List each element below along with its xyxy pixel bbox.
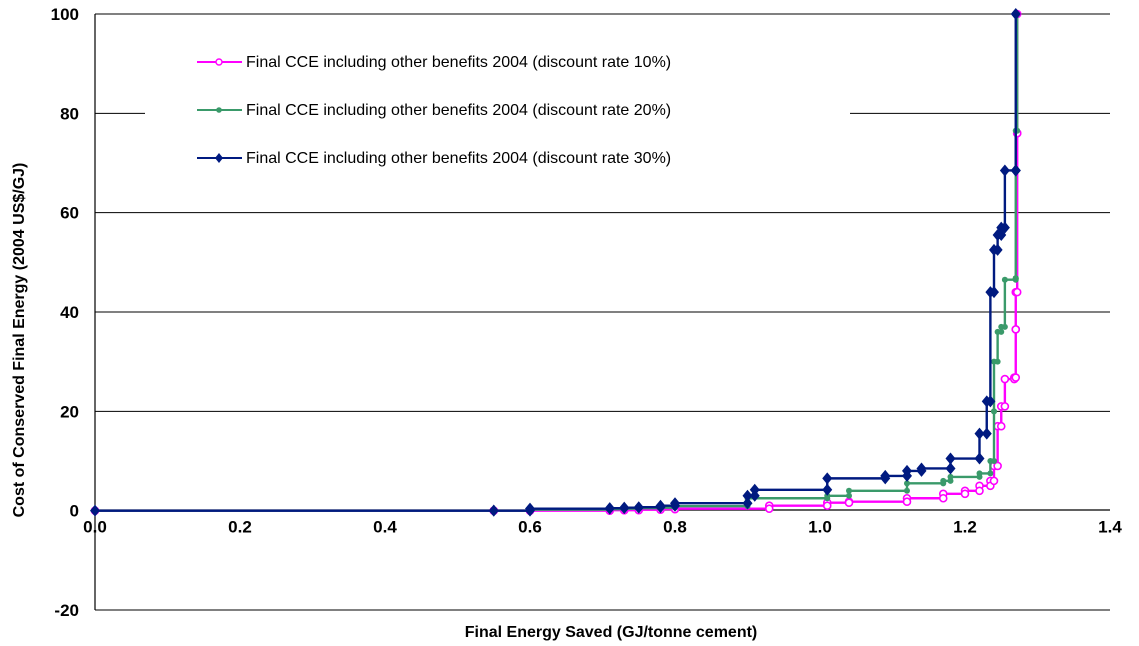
y-tick-label: -20 [54, 601, 79, 620]
data-point [822, 483, 833, 496]
data-point [1000, 374, 1010, 384]
data-point [1000, 402, 1010, 411]
data-point [976, 473, 983, 480]
data-point [604, 502, 615, 515]
data-point [749, 489, 760, 502]
y-tick-label: 60 [60, 204, 79, 223]
data-point [1010, 164, 1021, 177]
data-point [846, 487, 852, 494]
x-tick-label: 0.8 [663, 518, 687, 537]
y-tick-label: 0 [70, 502, 79, 521]
data-point [902, 497, 912, 507]
x-tick-label: 0.0 [83, 518, 107, 537]
legend-marker [215, 153, 223, 163]
data-point [1010, 8, 1021, 20]
legend-item: Final CCE including other benefits 2004 … [197, 150, 671, 167]
data-point [999, 164, 1010, 177]
data-point [996, 421, 1006, 431]
legend-marker [216, 107, 222, 113]
data-point [633, 501, 644, 514]
y-tick-label: 20 [60, 402, 79, 421]
x-tick-label: 0.2 [228, 518, 252, 537]
data-point [940, 480, 947, 487]
data-point [488, 504, 499, 517]
x-axis-title: Final Energy Saved (GJ/tonne cement) [465, 624, 758, 641]
data-point [1001, 323, 1008, 330]
data-point [947, 477, 954, 484]
tick-labels: -20 0 20 40 60 80 100 0.0 0.2 0.4 0.6 0.8 1.0 1.2 1.4 [51, 5, 1123, 620]
data-point [880, 472, 891, 485]
data-point [974, 452, 985, 465]
data-point [846, 492, 852, 499]
data-point [742, 489, 753, 502]
data-point [902, 469, 912, 482]
y-tick-label: 40 [60, 303, 79, 322]
data-point [742, 497, 753, 510]
x-tick-label: 0.4 [373, 518, 397, 537]
legend-item: Final CCE including other benefits 2004 … [197, 54, 671, 71]
data-point [1011, 373, 1021, 382]
data-point [993, 461, 1002, 471]
data-point [981, 427, 992, 440]
data-point [1012, 275, 1019, 282]
data-point [619, 502, 630, 515]
data-point [989, 476, 999, 486]
data-point [975, 486, 984, 496]
data-point [945, 462, 956, 475]
y-tick-label: 100 [51, 5, 79, 24]
data-point [822, 501, 832, 511]
data-point [991, 458, 997, 464]
data-point [525, 504, 535, 517]
legend-label: Final CCE including other benefits 2004 … [246, 54, 671, 71]
series-group [90, 8, 1022, 517]
data-point [998, 328, 1005, 335]
data-point [985, 395, 996, 408]
data-point [670, 499, 680, 512]
data-point [938, 493, 948, 503]
x-tick-label: 0.6 [518, 518, 542, 537]
data-point [844, 498, 854, 508]
data-point [904, 487, 910, 494]
legend-marker [215, 58, 223, 66]
data-point [991, 408, 997, 415]
data-point [904, 480, 910, 487]
data-point [916, 464, 927, 477]
data-point [987, 470, 994, 477]
x-tick-label: 1.4 [1098, 518, 1122, 537]
x-tick-label: 1.2 [953, 518, 977, 537]
y-tick-label: 80 [60, 104, 79, 123]
data-point [992, 243, 1003, 256]
data-point [655, 501, 666, 514]
data-point [1011, 325, 1021, 334]
y-axis-title: Cost of Conserved Final Energy (2004 US$… [11, 163, 28, 518]
data-point [1012, 287, 1022, 297]
data-point [974, 427, 985, 440]
data-point [1001, 276, 1008, 283]
data-point [824, 495, 831, 502]
data-point [90, 504, 100, 517]
x-tick-label: 1.0 [808, 518, 832, 537]
legend-item: Final CCE including other benefits 2004 … [197, 102, 671, 119]
data-point [960, 489, 970, 499]
legend-label: Final CCE including other benefits 2004 … [246, 102, 671, 119]
data-point [989, 286, 999, 299]
data-point [945, 452, 956, 465]
series [90, 8, 1021, 517]
data-point [764, 504, 774, 513]
data-point [994, 358, 1001, 365]
legend: Final CCE including other benefits 2004 … [145, 38, 850, 188]
data-point [822, 472, 833, 485]
legend-background [145, 38, 850, 188]
data-point [999, 221, 1010, 234]
legend-label: Final CCE including other benefits 2004 … [246, 150, 671, 167]
